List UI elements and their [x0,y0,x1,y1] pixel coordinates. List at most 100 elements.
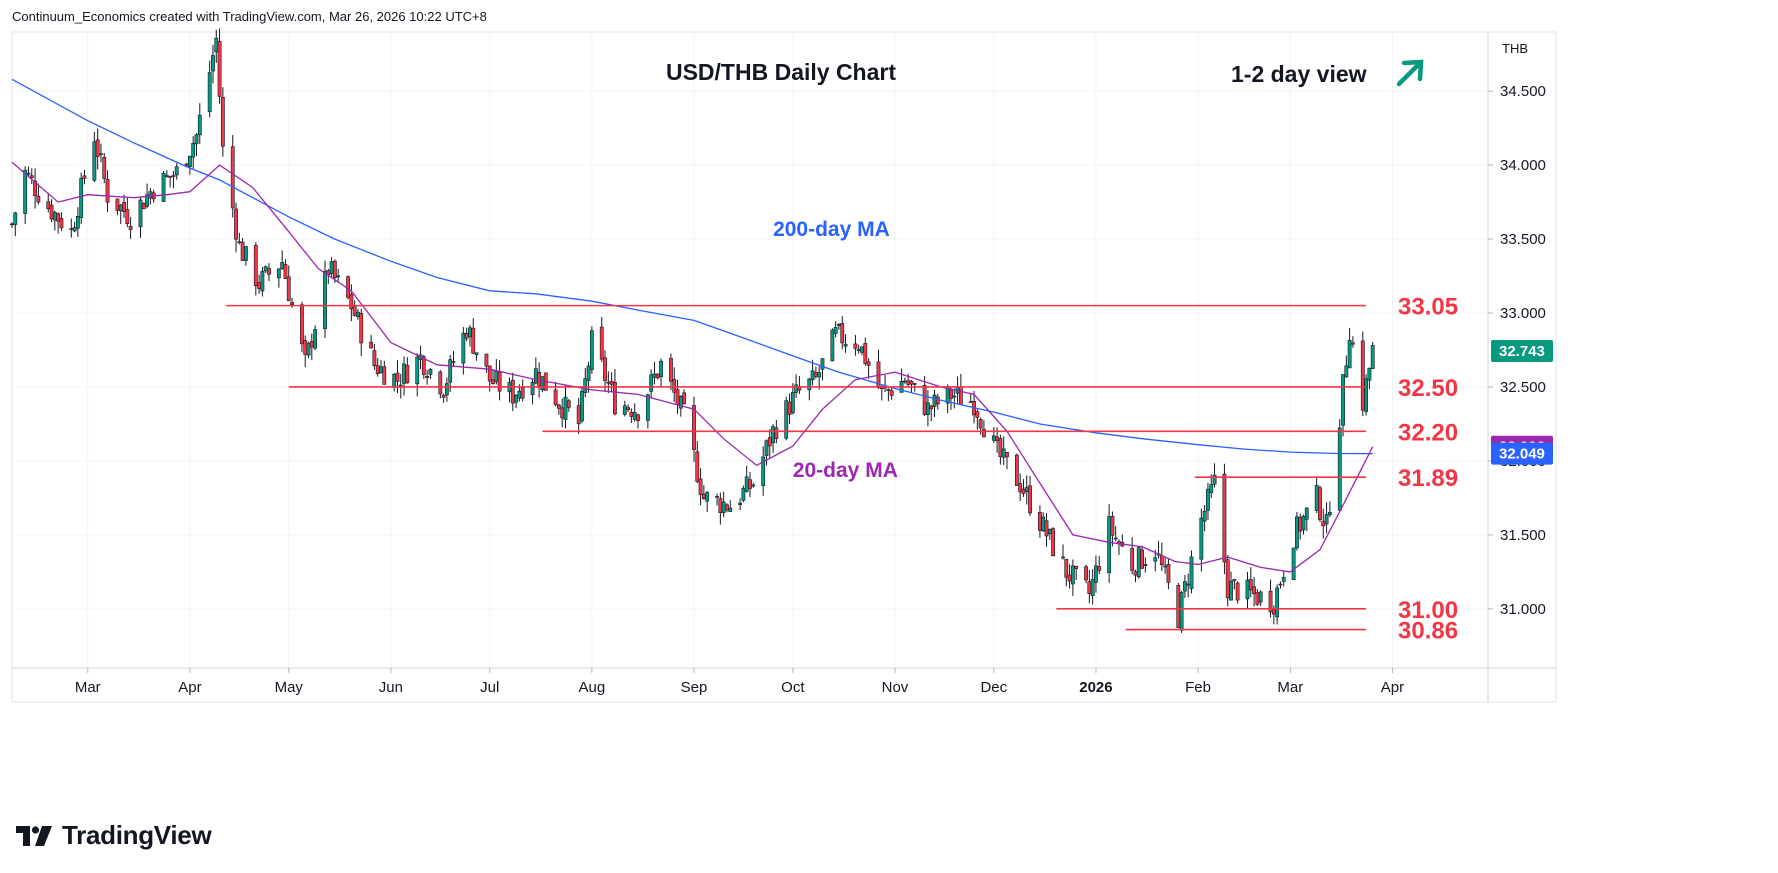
up-arrow-icon [1396,59,1424,87]
candle-body [244,246,248,261]
candle-body [1041,516,1046,532]
candle-body [448,359,453,383]
candle-body [1321,520,1326,527]
candle-body [520,387,525,399]
candle-body [1176,584,1181,628]
view-label: 1-2 day view [1231,61,1367,87]
candle-body [701,493,706,499]
chart-frame [11,31,1557,703]
candle-body [1209,484,1214,494]
candle-body [1212,474,1217,485]
y-tick-label: 33.500 [1500,231,1546,248]
candle-body [853,343,858,349]
x-tick-label: Nov [882,679,909,696]
candle-body [1024,487,1029,492]
candle-body [13,212,18,225]
candle-body [728,507,733,512]
candle-body [487,365,492,382]
grid [12,32,1488,668]
candle-body [1268,590,1273,613]
candle-body [402,363,406,384]
candle-body [1248,579,1253,591]
candle-body [122,202,126,213]
candle-body [1324,514,1329,525]
candle-body [102,156,107,179]
candle-body [533,368,538,384]
candle-body [1038,512,1042,531]
price-badge-label: 32.049 [1499,446,1545,463]
candle-body [309,341,314,348]
candle-body [721,501,726,513]
candle-body [494,371,499,382]
candle-body [379,366,383,373]
annotations: 200-day MA 20-day MA USD/THB Daily Chart 1-… [666,59,1424,482]
candle-body [1235,582,1240,601]
candle-body [1044,520,1049,537]
candle-body [958,386,963,405]
candle-body [705,492,710,502]
price-badge [1491,340,1553,363]
candle-body [398,384,403,387]
candle-body [557,404,561,409]
candle-body [1051,528,1056,556]
candle-body [995,436,999,442]
candle-body [1179,592,1184,631]
candle-body [787,401,792,415]
tradingview-brand[interactable]: TradingView [16,820,212,851]
candle-body [257,282,261,289]
price-badge-label: 32.743 [1499,343,1545,360]
candle-body [774,427,779,440]
candle-body [1229,580,1233,601]
x-tick-label: Aug [579,679,606,696]
moving-averages [11,78,1374,573]
candle-body [95,139,100,157]
candle-body [1047,529,1052,535]
candle-body [1298,517,1303,532]
candle-body [932,394,937,407]
candle-body [230,146,235,209]
candle-body [382,366,387,385]
candle-body [1199,517,1204,560]
level-label-30-86: 30.86 [1398,618,1458,645]
candle-body [211,55,215,72]
candle-body [349,293,354,310]
candle-body [1070,565,1075,585]
candle-body [599,326,604,360]
candle-body [421,356,426,375]
x-tick-label: Feb [1185,679,1211,696]
candle-body [912,383,917,385]
candle-body [1337,427,1342,511]
candle-body [794,384,799,393]
level-label-31-00: 31.00 [1398,597,1458,624]
candle-body [1252,586,1256,594]
candle-body [830,329,835,362]
candle-body [1202,510,1207,522]
candle-body [978,419,983,429]
candle-body [560,407,565,419]
candle-body [1094,565,1098,583]
candle-body [856,349,861,351]
candle-body [1232,579,1237,582]
chart-credit: Continuum_Economics created with Trading… [12,9,487,24]
candle-body [468,327,472,338]
candle-body [75,215,80,229]
candle-body [606,381,611,384]
candle-body [866,361,871,366]
candle-body [392,373,397,388]
candle-body [817,372,822,378]
chart-title: USD/THB Daily Chart [666,59,896,85]
y-tick-label: 34.500 [1500,83,1546,100]
candle-body [698,478,703,495]
candle-body [217,41,222,97]
candle-body [115,198,120,211]
candle-body [52,212,57,221]
candle-body [234,208,238,240]
candle-body [1163,565,1168,568]
candle-body [1097,566,1102,571]
candle-body [1318,487,1322,520]
candle-body [813,372,818,377]
candle-body [1275,587,1280,618]
candle-body [761,456,766,486]
candle-body [1182,581,1187,592]
